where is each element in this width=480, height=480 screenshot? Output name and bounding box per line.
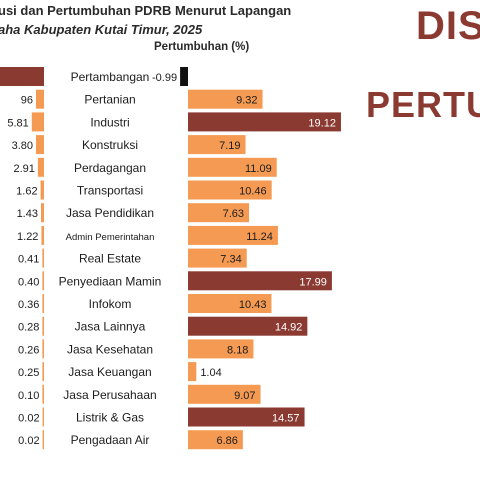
growth-label-listrik-gas: 14.57 xyxy=(272,413,300,425)
growth-label-pertambangan: -0.99 xyxy=(152,72,177,84)
contribution-bar-perdagangan xyxy=(37,157,44,177)
contribution-bar-pertambangan xyxy=(0,67,44,86)
contribution-label-pertanian: 96 xyxy=(21,95,33,107)
growth-axis-label: Pertumbuhan (%) xyxy=(154,41,250,53)
growth-bar-konstruksi xyxy=(188,135,246,155)
category-label-jasa-keuangan: Jasa Keuangan xyxy=(68,365,151,379)
contribution-label-industri: 5.81 xyxy=(7,117,28,129)
growth-label-konstruksi: 7.19 xyxy=(219,140,240,152)
contribution-label-jasa-perusahaan: 0.10 xyxy=(18,390,39,402)
contribution-bar-admin-pemerintahan xyxy=(41,225,44,245)
category-label-jasa-kesehatan: Jasa Kesehatan xyxy=(67,342,153,356)
contribution-label-jasa-lainnya: 0.28 xyxy=(18,322,39,334)
contribution-bar-pengadaan-air xyxy=(42,430,44,450)
contribution-label-penyediaan-mamin: 0.40 xyxy=(18,276,39,288)
growth-bar-jasa-lainnya xyxy=(188,316,308,336)
growth-bar-industri xyxy=(188,112,341,132)
growth-bar-transportasi xyxy=(188,180,272,200)
category-label-listrik-gas: Listrik & Gas xyxy=(76,411,144,425)
contribution-label-pengadaan-air: 0.02 xyxy=(18,435,39,447)
growth-label-jasa-keuangan: 1.04 xyxy=(200,367,221,379)
contribution-bar-industri xyxy=(31,112,44,132)
contribution-label-perdagangan: 2.91 xyxy=(13,163,34,175)
category-label-industri: Industri xyxy=(90,115,129,129)
growth-label-industri: 19.12 xyxy=(308,117,336,129)
growth-bar-jasa-keuangan xyxy=(188,362,197,382)
contribution-label-admin-pemerintahan: 1.22 xyxy=(17,231,38,243)
contribution-bar-jasa-lainnya xyxy=(42,316,44,336)
category-label-jasa-perusahaan: Jasa Perusahaan xyxy=(63,388,156,402)
contribution-label-konstruksi: 3.80 xyxy=(12,140,33,152)
contribution-label-transportasi: 1.62 xyxy=(16,186,37,198)
category-label-admin-pemerintahan: Admin Pemerintahan xyxy=(66,232,155,243)
growth-label-jasa-pendidikan: 7.63 xyxy=(223,208,244,220)
growth-label-pengadaan-air: 6.86 xyxy=(216,435,237,447)
contribution-label-real-estate: 0.41 xyxy=(18,254,39,266)
growth-bar-pengadaan-air xyxy=(188,430,243,450)
growth-bar-pertambangan xyxy=(180,67,188,86)
growth-label-real-estate: 7.34 xyxy=(220,254,241,266)
category-label-penyediaan-mamin: Penyediaan Mamin xyxy=(59,274,162,288)
category-label-real-estate: Real Estate xyxy=(79,252,141,266)
category-label-pertanian: Pertanian xyxy=(84,93,135,107)
contribution-label-jasa-keuangan: 0.25 xyxy=(18,367,39,379)
contribution-bar-penyediaan-mamin xyxy=(42,271,44,291)
growth-label-transportasi: 10.46 xyxy=(239,186,267,198)
contribution-label-jasa-kesehatan: 0.26 xyxy=(18,344,39,356)
category-label-jasa-pendidikan: Jasa Pendidikan xyxy=(66,206,154,220)
growth-bar-admin-pemerintahan xyxy=(188,225,278,245)
contribution-bar-real-estate xyxy=(42,248,44,268)
contribution-bar-infokom xyxy=(42,294,44,313)
contribution-bar-jasa-keuangan xyxy=(42,362,44,382)
growth-label-infokom: 10.43 xyxy=(239,299,267,311)
category-label-jasa-lainnya: Jasa Lainnya xyxy=(75,320,146,334)
growth-label-jasa-kesehatan: 8.18 xyxy=(227,344,248,356)
growth-label-jasa-lainnya: 14.92 xyxy=(275,322,303,334)
growth-bar-penyediaan-mamin xyxy=(188,271,332,291)
contribution-bar-listrik-gas xyxy=(42,407,44,427)
contribution-bar-jasa-kesehatan xyxy=(42,339,44,359)
growth-label-penyediaan-mamin: 17.99 xyxy=(299,276,327,288)
chart-title-line2: aha Kabupaten Kutai Timur, 2025 xyxy=(0,22,203,37)
growth-bar-perdagangan xyxy=(188,157,277,177)
growth-label-admin-pemerintahan: 11.24 xyxy=(246,231,273,243)
contribution-bar-jasa-pendidikan xyxy=(40,203,44,223)
banner-text-bottom: PERTU xyxy=(366,84,480,125)
contribution-label-infokom: 0.36 xyxy=(18,299,39,311)
growth-bar-jasa-pendidikan xyxy=(188,203,250,223)
growth-bar-jasa-perusahaan xyxy=(188,384,261,404)
category-label-perdagangan: Perdagangan xyxy=(74,161,146,175)
contribution-bar-konstruksi xyxy=(36,135,44,155)
chart-title-line1: usi dan Pertumbuhan PDRB Menurut Lapanga… xyxy=(0,3,292,18)
contribution-bar-jasa-perusahaan xyxy=(42,384,44,404)
category-label-transportasi: Transportasi xyxy=(77,184,143,198)
growth-label-jasa-perusahaan: 9.07 xyxy=(234,390,255,402)
contribution-label-listrik-gas: 0.02 xyxy=(18,413,39,425)
growth-label-pertanian: 9.32 xyxy=(236,95,257,107)
contribution-bar-pertanian xyxy=(36,89,44,109)
category-label-pengadaan-air: Pengadaan Air xyxy=(71,433,150,447)
growth-bar-pertanian xyxy=(188,89,263,109)
category-label-infokom: Infokom xyxy=(89,297,132,311)
banner-text-top: DIS xyxy=(416,4,480,48)
growth-bar-infokom xyxy=(188,294,272,313)
contribution-bar-transportasi xyxy=(40,180,44,200)
growth-label-perdagangan: 11.09 xyxy=(245,163,272,175)
growth-bar-listrik-gas xyxy=(188,407,305,427)
growth-bar-jasa-kesehatan xyxy=(188,339,254,359)
category-label-pertambangan: Pertambangan xyxy=(71,70,150,84)
contribution-label-jasa-pendidikan: 1.43 xyxy=(17,208,38,220)
category-label-konstruksi: Konstruksi xyxy=(82,138,138,152)
growth-bar-real-estate xyxy=(188,248,247,268)
